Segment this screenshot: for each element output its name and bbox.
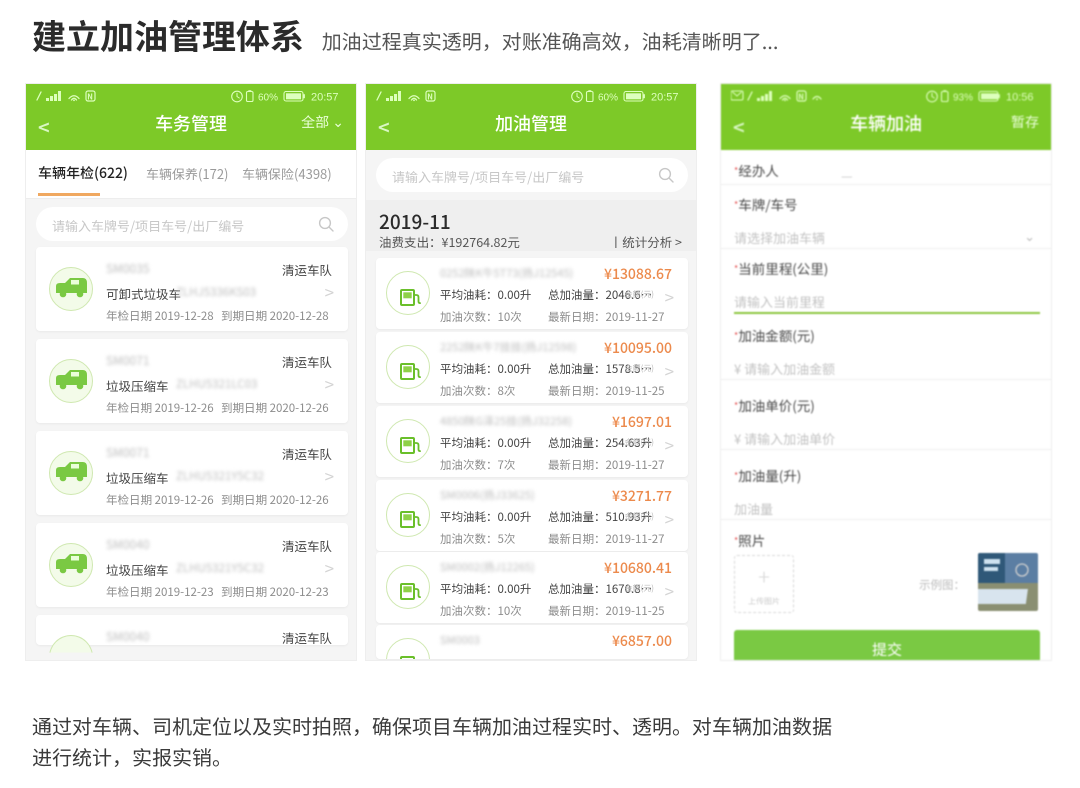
svg-text:10:56: 10:56 xyxy=(1006,92,1034,103)
svg-text:N: N xyxy=(798,91,804,102)
svg-text:20:57: 20:57 xyxy=(651,92,679,103)
svg-text:93%: 93% xyxy=(953,93,973,104)
svg-text:N: N xyxy=(427,91,433,102)
svg-text:20:57: 20:57 xyxy=(311,92,339,103)
svg-text:60%: 60% xyxy=(598,93,618,104)
svg-text:60%: 60% xyxy=(258,93,278,104)
svg-text:N: N xyxy=(87,91,93,102)
